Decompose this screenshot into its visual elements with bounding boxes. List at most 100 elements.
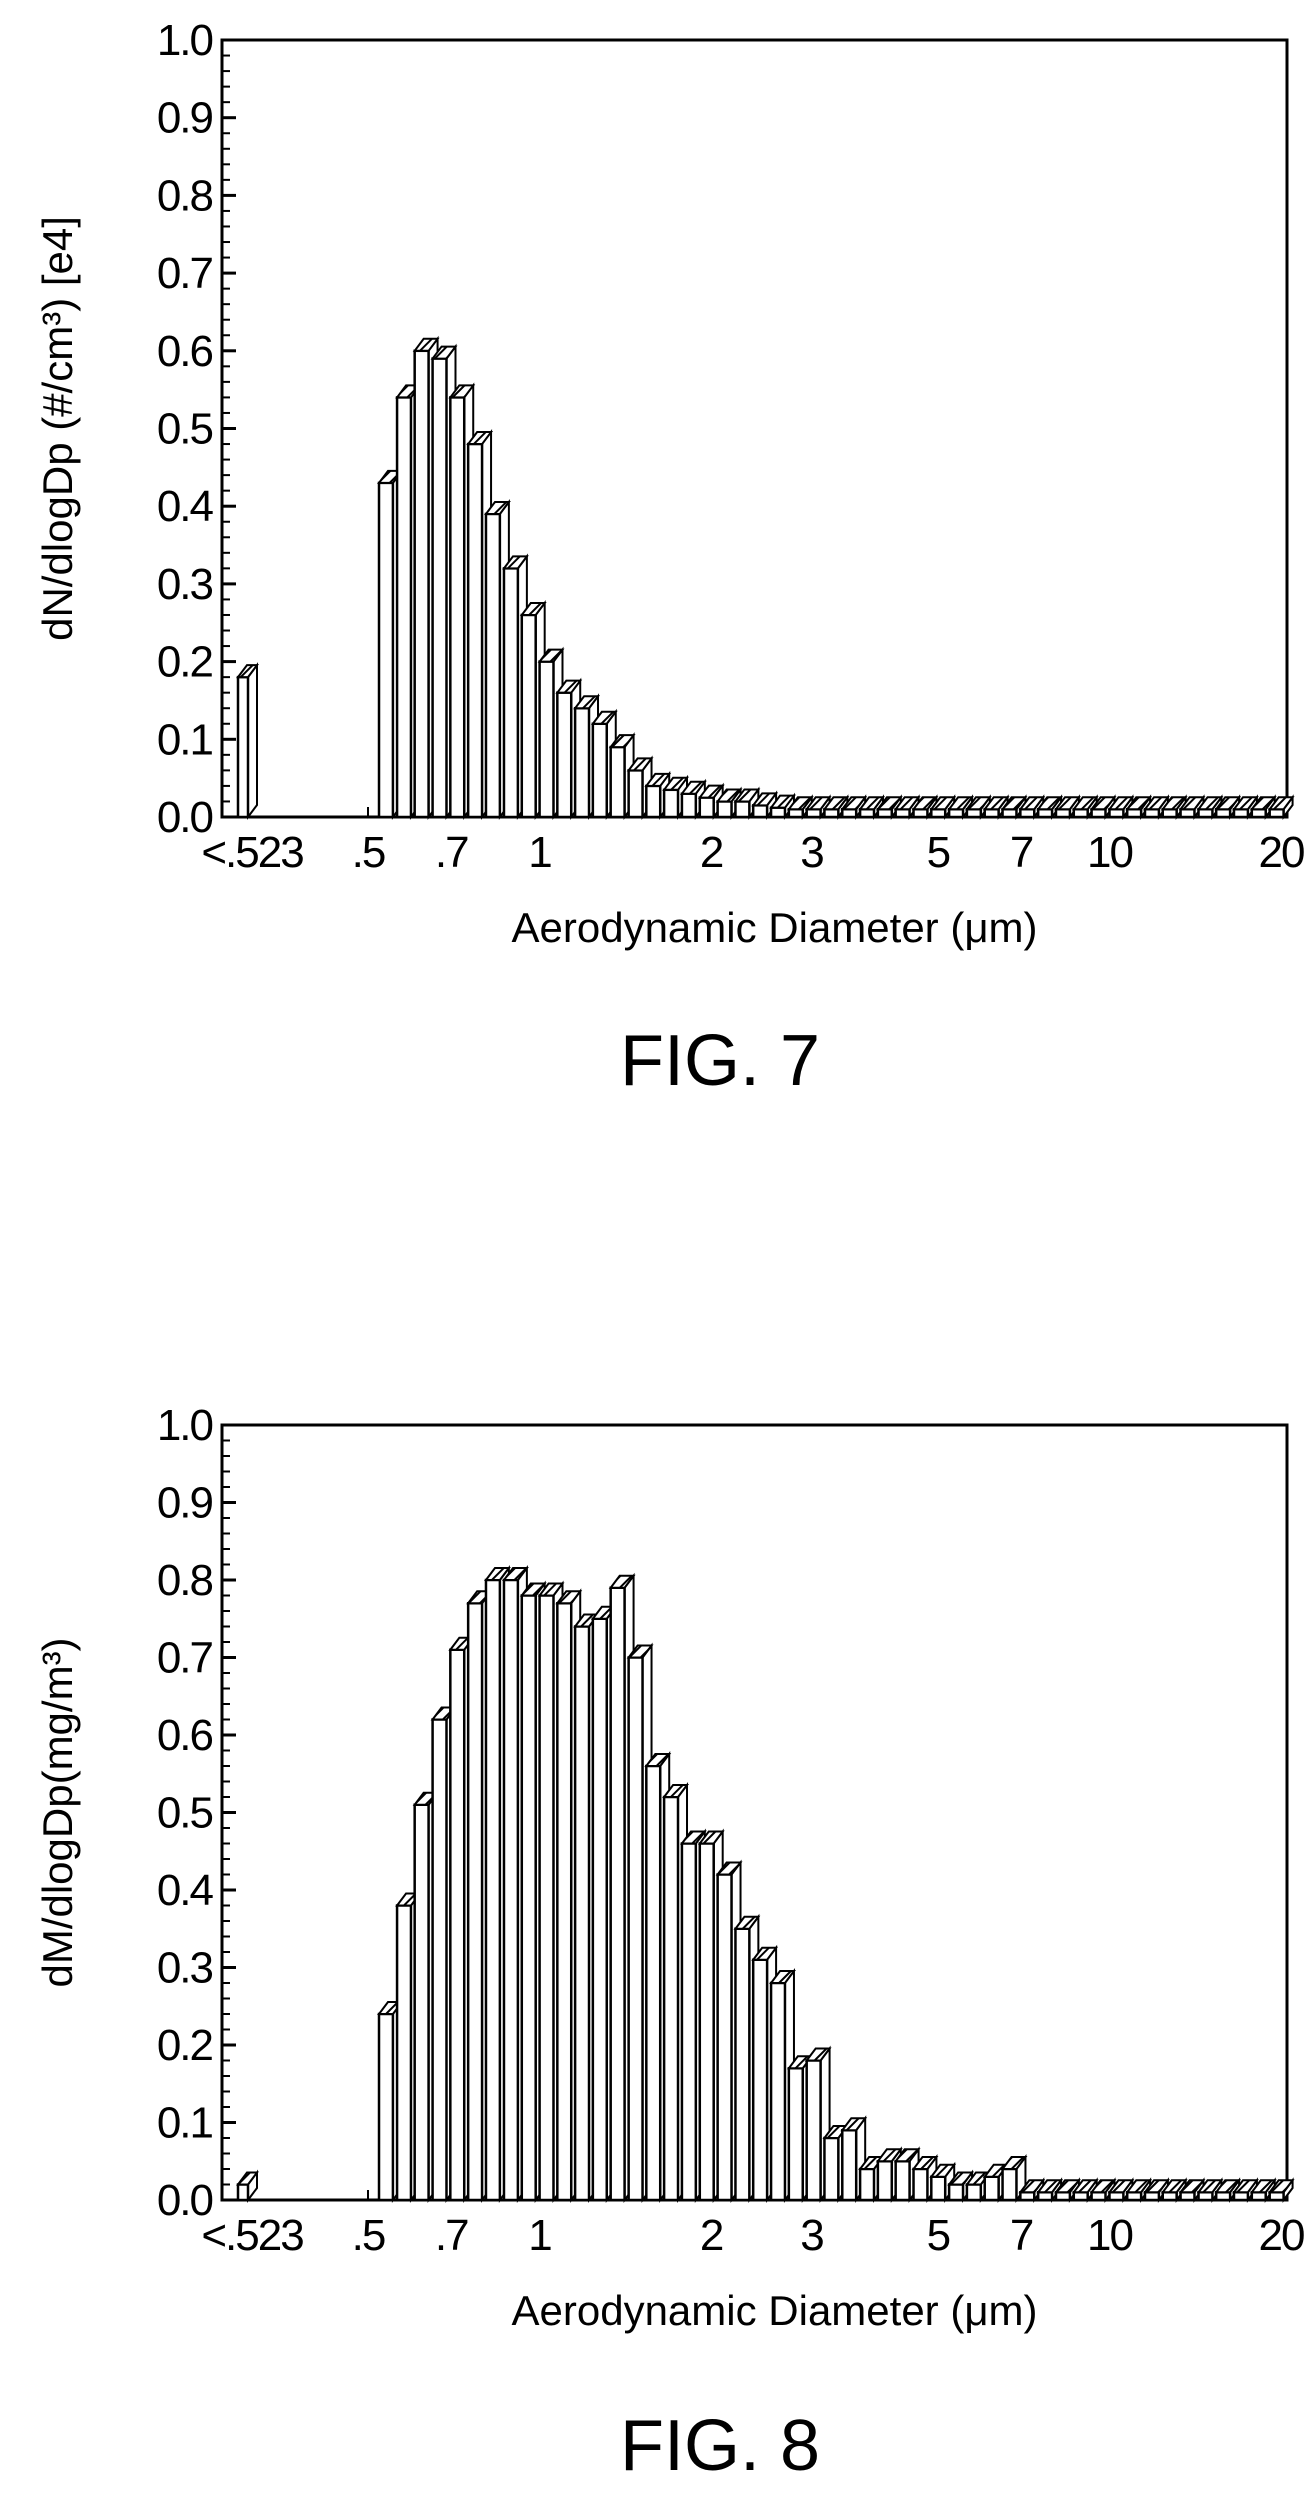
bar-top [1231, 2179, 1259, 2194]
bar-top [875, 2148, 903, 2163]
bar-front [769, 1981, 787, 2202]
bar-top [466, 431, 494, 446]
x-axis-label: Aerodynamic Diameter (μm) [512, 2287, 1038, 2334]
x-tick-label: 10 [1087, 2211, 1132, 2260]
underflow-bar [236, 662, 259, 820]
bar-front [1125, 2191, 1143, 2202]
bar-front [484, 1578, 502, 2202]
bar-front [876, 2160, 894, 2202]
bar-top [1249, 796, 1277, 811]
x-tick-label: 10 [1087, 828, 1132, 877]
x-tick-label: .5 [352, 2211, 385, 2260]
bar-top [1053, 796, 1081, 811]
bar-front [1268, 2191, 1285, 2202]
bar-front [930, 2175, 947, 2202]
bar-front [609, 1586, 626, 2202]
bar-front [662, 788, 680, 819]
bar-top [679, 780, 707, 795]
bar-front [912, 807, 929, 819]
bar-top [911, 2156, 939, 2170]
y-tick-label: 0.7 [157, 249, 213, 298]
bar-front [520, 613, 537, 819]
data-bar [1000, 2153, 1028, 2204]
data-bar [466, 1588, 494, 2203]
x-tick-label: 5 [927, 2211, 950, 2260]
y-tick-label: 0.6 [157, 1711, 213, 1760]
bar-top [929, 2163, 957, 2178]
bar-top [893, 796, 921, 811]
bar-top [697, 1830, 725, 1845]
y-tick-label: 0.0 [157, 2176, 213, 2225]
bar-top [911, 796, 939, 811]
bar-front [1072, 2191, 1089, 2202]
bar-top [858, 796, 886, 811]
bar-top [715, 1861, 743, 1876]
bar-front [965, 2183, 983, 2202]
bar-top [1267, 2179, 1295, 2194]
bar-top [662, 776, 690, 791]
bar-front [662, 1795, 680, 2202]
bar-front [627, 769, 644, 819]
bar-front [502, 1578, 520, 2202]
bar-front [645, 784, 662, 819]
bar-front [698, 1842, 715, 2202]
bar-top [875, 796, 903, 811]
bar-top [644, 772, 672, 787]
y-axis-label: dM/dlogDp(mg/m³) [34, 1637, 81, 1987]
bar-top [555, 1590, 583, 1605]
bar-front [573, 1625, 591, 2202]
bar-top [412, 337, 440, 352]
y-tick-label: 0.3 [157, 1944, 213, 1993]
bar-front [680, 1842, 698, 2202]
bar-front [236, 2183, 250, 2202]
bar-top [236, 2171, 259, 2186]
bar-front [395, 396, 413, 819]
bar-front [1108, 807, 1125, 819]
bar-top [1214, 796, 1242, 811]
bar-front [1108, 2191, 1125, 2202]
bar-top [947, 2171, 975, 2186]
bar-front [413, 349, 430, 819]
bar-top [929, 796, 957, 811]
data-bar [804, 2045, 832, 2203]
data-bar [947, 794, 975, 820]
bar-front [1019, 2191, 1036, 2202]
bar-top [501, 1567, 529, 1581]
x-tick-label: <.523 [201, 828, 303, 877]
bar-front [751, 1958, 769, 2202]
bar-front [787, 2067, 805, 2202]
underflow-bar [236, 2169, 259, 2203]
bar-top [501, 555, 529, 570]
bar-top [947, 796, 975, 811]
bar-front [894, 2160, 911, 2202]
data-bar [1160, 2177, 1188, 2203]
bar-top [537, 1582, 565, 1597]
y-tick-label: 0.1 [157, 715, 213, 764]
data-bar [840, 2115, 868, 2203]
y-tick-label: 0.2 [157, 638, 213, 687]
y-tick-label: 1.0 [157, 1401, 213, 1450]
x-tick-label: 7 [1010, 828, 1033, 877]
bar-front [805, 807, 822, 819]
figure-label: FIG. 8 [620, 2406, 820, 2486]
bar-top [537, 648, 565, 663]
bar-front [698, 796, 715, 819]
bar-top [608, 734, 636, 749]
bar-front [1179, 2191, 1196, 2202]
bar-front [591, 722, 609, 819]
bar-front [947, 2183, 965, 2202]
y-tick-label: 0.6 [157, 327, 213, 376]
bar-front [1197, 807, 1214, 819]
figure-label: FIG. 7 [620, 1021, 820, 1101]
x-tick-label: .5 [352, 828, 385, 877]
bar-front [983, 807, 1000, 819]
bar-front [1143, 2191, 1161, 2202]
bar-front [858, 807, 876, 819]
bar-top [662, 1784, 690, 1798]
bar-front [431, 357, 448, 819]
bar-front [823, 807, 840, 819]
y-tick-label: 0.5 [157, 1789, 213, 1838]
bar-front [1090, 2191, 1107, 2202]
bar-front [466, 1602, 484, 2202]
